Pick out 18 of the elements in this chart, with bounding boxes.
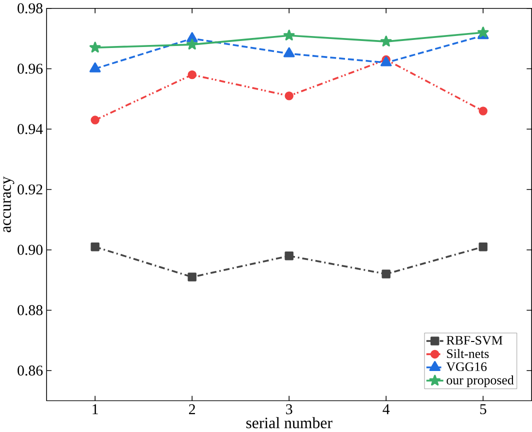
legend-label: our proposed — [446, 376, 514, 388]
y-tick-label: 0.90 — [18, 244, 43, 256]
legend-label: RBF-SVM — [446, 336, 502, 345]
x-tick-label: 3 — [286, 404, 292, 414]
y-tick-label: 0.86 — [18, 366, 43, 376]
x-tick-label: 5 — [480, 404, 486, 414]
legend-label: VGG16 — [446, 362, 487, 372]
y-axis-title: accuracy — [3, 176, 14, 232]
x-tick-label: 1 — [92, 404, 98, 414]
y-tick-label: 0.92 — [18, 184, 42, 195]
y-tick-label: 0.96 — [18, 64, 43, 74]
x-axis-title: serial number — [246, 417, 332, 428]
y-tick-label: 0.94 — [18, 124, 43, 134]
y-tick-label: 0.88 — [18, 305, 43, 316]
legend-label: Silt-nets — [447, 349, 489, 358]
x-tick-label: 4 — [382, 404, 390, 414]
y-tick-label: 0.98 — [18, 4, 43, 14]
x-tick-label: 2 — [189, 404, 195, 414]
